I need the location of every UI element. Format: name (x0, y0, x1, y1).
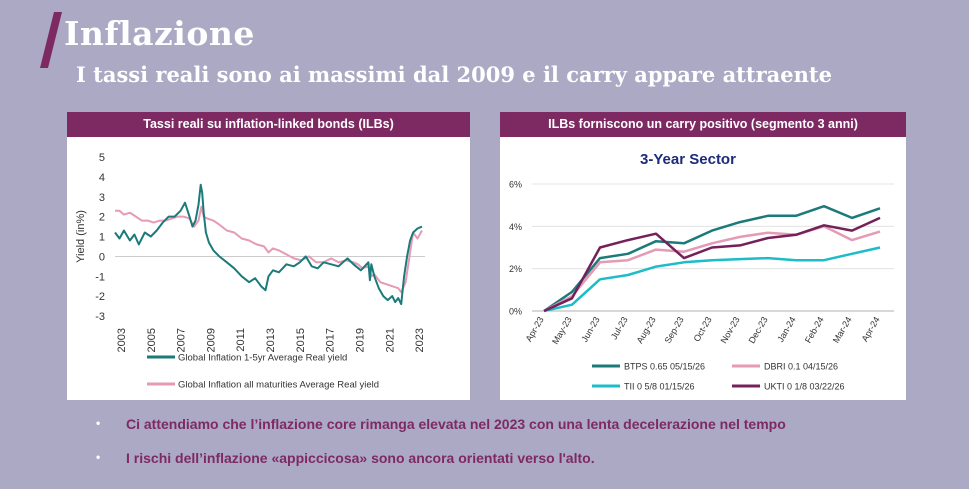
x-tick-label: 2015 (295, 328, 307, 352)
x-tick-label: 2011 (235, 328, 247, 352)
x-tick-label: Aug-23 (635, 315, 658, 345)
y-tick-label: 1 (99, 232, 105, 244)
x-tick-label: 2007 (176, 328, 188, 352)
x-tick-label: 2005 (146, 328, 158, 352)
x-tick-label: 2021 (384, 328, 396, 352)
series-line (543, 246, 881, 313)
x-tick-label: Jul-23 (609, 315, 630, 341)
series-line (543, 216, 881, 313)
y-tick-label: 2 (99, 212, 105, 224)
legend-label: Global Inflation 1-5yr Average Real yiel… (178, 353, 347, 364)
y-axis-label: Yield (in%) (75, 210, 87, 263)
y-tick-label: -1 (95, 271, 105, 283)
left-chart-header: Tassi reali su inflation-linked bonds (I… (67, 112, 470, 137)
carry-chart: 3-Year Sector 0% 2% 4% 6% Apr-23 May-23 Jun-23 J… (509, 151, 894, 392)
y-tick-label: 6% (509, 180, 522, 190)
x-tick-label: 2023 (414, 328, 426, 352)
series-line (543, 204, 881, 313)
y-tick-label: 4 (99, 172, 105, 184)
x-tick-label: Apr-23 (524, 315, 546, 343)
x-tick-label: Apr-24 (860, 315, 882, 343)
legend-label: DBRI 0.1 04/15/26 (764, 362, 838, 372)
x-tick-label: May-23 (550, 315, 574, 346)
y-tick-label: 0 (99, 251, 105, 263)
y-tick-label: -2 (95, 291, 105, 303)
title-accent-shape (40, 12, 62, 68)
x-tick-label: 2017 (325, 328, 337, 352)
x-tick-label: Mar-24 (831, 315, 854, 345)
page-subtitle: I tassi reali sono ai massimi dal 2009 e… (76, 62, 832, 87)
series-line (114, 183, 423, 306)
page-title: Inflazione (64, 14, 255, 53)
bullet-text: Ci attendiamo che l’inflazione core rima… (126, 416, 786, 432)
right-chart-header: ILBs forniscono un carry positivo (segme… (500, 112, 906, 137)
y-tick-label: 5 (99, 152, 105, 164)
chart-title: 3-Year Sector (640, 151, 736, 168)
x-tick-label: Feb-24 (803, 315, 826, 345)
legend-label: TII 0 5/8 01/15/26 (624, 382, 695, 392)
left-chart-panel: Tassi reali su inflation-linked bonds (I… (67, 112, 470, 400)
legend-label: BTPS 0.65 05/15/26 (624, 362, 705, 372)
bullet-text: I rischi dell’inflazione «appiccicosa» s… (126, 450, 595, 466)
bullet-marker: • (96, 416, 101, 430)
x-tick-label: Sep-23 (663, 315, 686, 345)
y-tick-label: 3 (99, 192, 105, 204)
legend-label: Global Inflation all maturities Average … (178, 380, 379, 391)
x-tick-label: Jun-23 (579, 315, 601, 344)
x-tick-label: 2013 (265, 328, 277, 352)
right-chart-panel: ILBs forniscono un carry positivo (segme… (500, 112, 906, 400)
x-tick-label: Nov-23 (719, 315, 742, 345)
y-tick-label: 0% (509, 307, 522, 317)
real-yields-chart: 5 4 3 2 1 0 -1 -2 -3 2003 2005 2007 2009 2011 2013 2015… (75, 152, 426, 391)
bullet-marker: • (96, 450, 101, 464)
x-tick-label: 2009 (205, 328, 217, 352)
y-tick-label: 2% (509, 264, 522, 274)
y-tick-label: -3 (95, 311, 105, 323)
y-tick-label: 4% (509, 222, 522, 232)
x-tick-label: Oct-23 (692, 315, 714, 343)
x-tick-label: 2019 (354, 328, 366, 352)
x-tick-label: Jan-24 (775, 315, 797, 344)
legend-label: UKTI 0 1/8 03/22/26 (764, 382, 845, 392)
x-tick-label: Dec-23 (747, 315, 770, 345)
x-tick-label: 2003 (116, 328, 128, 352)
